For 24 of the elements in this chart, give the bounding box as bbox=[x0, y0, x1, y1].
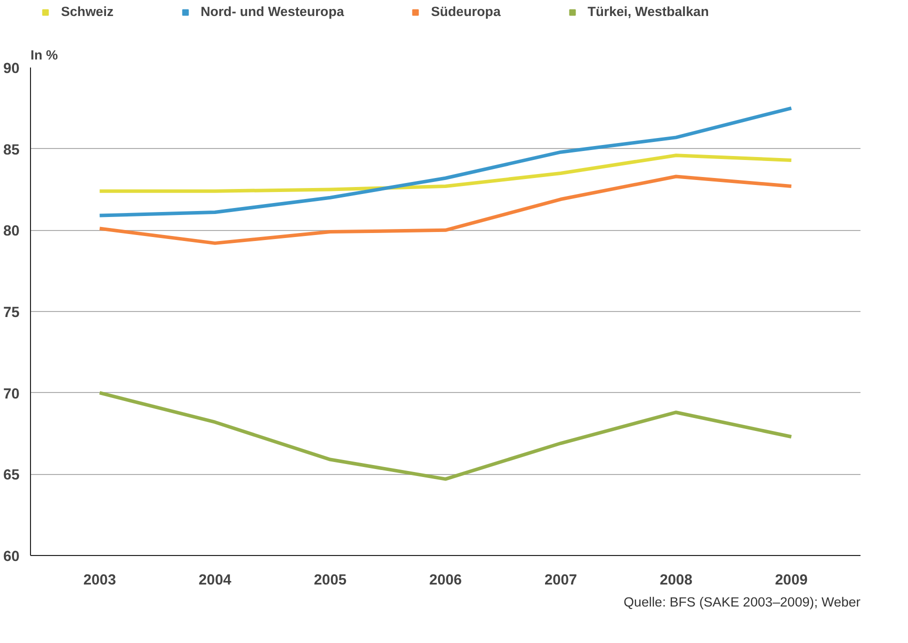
y-tick-label: 85 bbox=[3, 142, 20, 158]
y-tick-label: 80 bbox=[3, 224, 20, 240]
line-series bbox=[98, 391, 794, 481]
y-tick-label: 65 bbox=[3, 468, 20, 484]
x-tick-label: 2008 bbox=[660, 572, 692, 588]
legend-label: Südeuropa bbox=[431, 4, 501, 19]
line-series bbox=[98, 106, 794, 218]
x-tick-label: 2004 bbox=[198, 572, 232, 588]
x-tick-label: 2006 bbox=[429, 572, 462, 588]
x-tick-label: 2005 bbox=[314, 572, 347, 588]
y-tick-label: 90 bbox=[3, 61, 20, 77]
x-tick-label: 2007 bbox=[544, 572, 578, 588]
legend-label: Schweiz bbox=[61, 4, 114, 19]
x-tick-label: 2009 bbox=[775, 572, 808, 588]
y-tick-label: 60 bbox=[3, 549, 20, 565]
y-axis-title: In % bbox=[30, 48, 58, 62]
legend-label: Türkei, Westbalkan bbox=[588, 4, 709, 19]
y-tick-label: 75 bbox=[3, 305, 20, 321]
line-series bbox=[98, 154, 794, 193]
legend-label: Nord- und Westeuropa bbox=[200, 4, 344, 19]
source-note: Quelle: BFS (SAKE 2003–2009); Weber bbox=[624, 594, 862, 610]
line-series bbox=[98, 174, 794, 245]
y-tick-label: 70 bbox=[3, 386, 20, 402]
x-tick-label: 2003 bbox=[83, 572, 116, 588]
